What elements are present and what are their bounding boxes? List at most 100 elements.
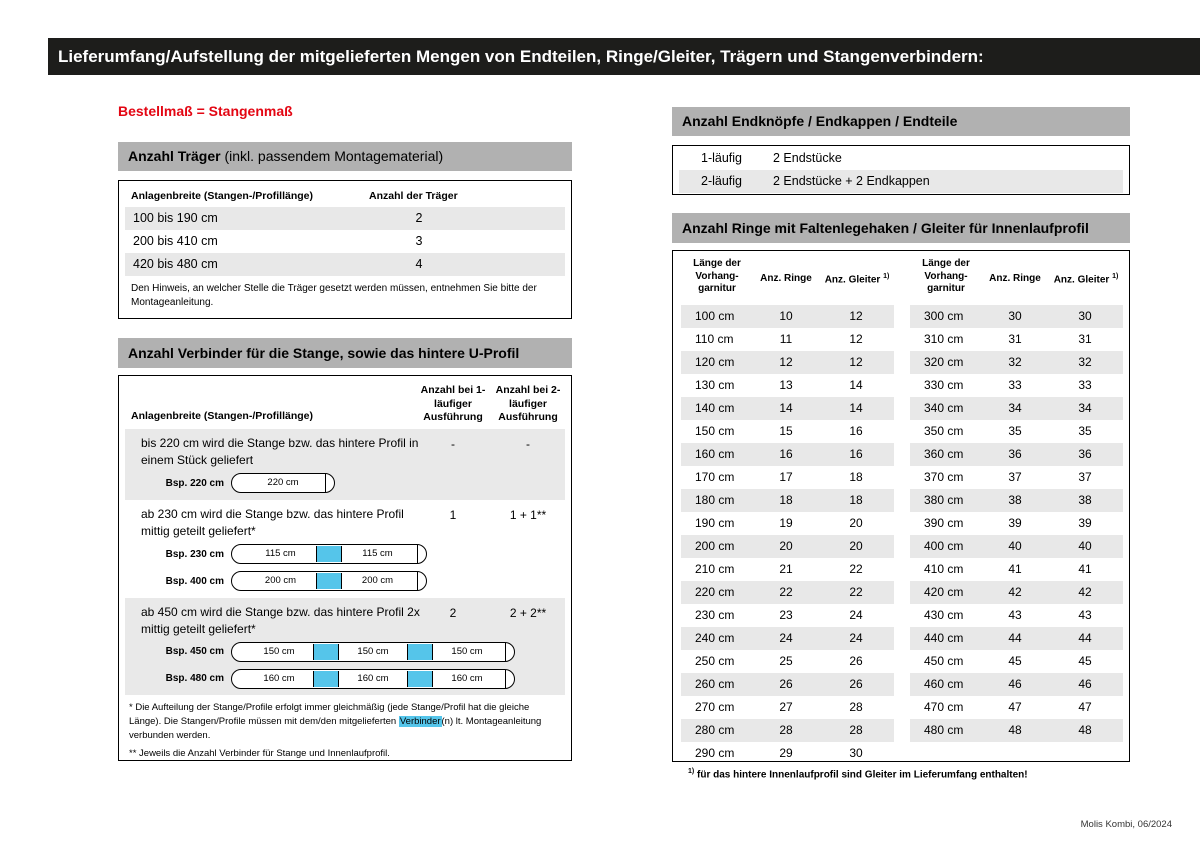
gliders-count-cell: 28 <box>849 700 863 714</box>
length-cell: 360 cm <box>924 447 964 461</box>
rings-count-cell: 18 <box>779 493 793 507</box>
length-cell: 310 cm <box>924 332 964 346</box>
gliders-count-cell: 38 <box>1078 493 1092 507</box>
length-cell: 150 cm <box>695 424 735 438</box>
traeger-row: 420 bis 480 cm 4 <box>125 253 565 276</box>
gliders-count-cell: 46 <box>1078 677 1092 691</box>
verbinder-section: ab 230 cm wird die Stange bzw. das hinte… <box>125 500 565 598</box>
gliders-count-cell: 14 <box>849 401 863 415</box>
ring-row: 190 cm 19 20 <box>681 512 894 535</box>
rings-count-cell: 28 <box>779 723 793 737</box>
footnote-marker: 1) <box>688 768 695 775</box>
length-cell: 380 cm <box>924 493 964 507</box>
rings-count-cell: 24 <box>779 631 793 645</box>
ring-row: 430 cm 43 43 <box>910 604 1123 627</box>
rod-connector <box>312 670 339 687</box>
rings-count-cell: 29 <box>779 746 793 760</box>
ring-row: 270 cm 27 28 <box>681 696 894 719</box>
verbinder-section-text: bis 220 cm wird die Stange bzw. das hint… <box>141 436 419 468</box>
ring-row: 360 cm 36 36 <box>910 443 1123 466</box>
rings-count-cell: 10 <box>779 309 793 323</box>
rod-example-label: Bsp. 400 cm <box>165 575 224 587</box>
ringe-table-header: Länge der Vorhang-garnitur Anz. Ringe An… <box>681 257 894 303</box>
ring-row: 210 cm 21 22 <box>681 558 894 581</box>
rod-segment-label: 200 cm <box>264 575 297 587</box>
rings-count-cell: 17 <box>779 470 793 484</box>
length-cell: 450 cm <box>924 654 964 668</box>
length-cell: 290 cm <box>695 746 735 760</box>
gliders-count-cell: 43 <box>1078 608 1092 622</box>
length-cell: 370 cm <box>924 470 964 484</box>
rings-count-cell: 32 <box>1008 355 1022 369</box>
gliders-count-cell: 41 <box>1078 562 1092 576</box>
gliders-count-cell: 22 <box>849 585 863 599</box>
endteile-value-cell: 2 Endstücke <box>773 151 842 165</box>
document-footer: Molis Kombi, 06/2024 <box>1080 819 1172 830</box>
ringe-table-right-rows: 300 cm 30 30 310 cm 31 31 320 cm 32 32 3… <box>910 305 1123 742</box>
length-cell: 110 cm <box>695 332 734 346</box>
rod-example-label: Bsp. 230 cm <box>165 548 224 560</box>
rod-connector <box>407 670 433 687</box>
column-header-2laeufig: Anzahl bei 2-läufiger Ausführung <box>495 384 561 424</box>
column-header-gliders: Anz. Gleiter 1) <box>1050 273 1122 285</box>
length-cell: 330 cm <box>924 378 964 392</box>
endteile-table-rows: 1-läufig 2 Endstücke 2-läufig 2 Endstück… <box>673 147 1129 193</box>
column-header-gliders-text: Anz. Gleiter <box>824 274 884 286</box>
ring-row: 220 cm 22 22 <box>681 581 894 604</box>
rod-endcap-mark <box>325 474 326 493</box>
rings-count-cell: 15 <box>779 424 793 438</box>
footnote-star: * Die Aufteilung der Stange/Profile erfo… <box>129 701 561 742</box>
rings-count-cell: 12 <box>779 355 793 369</box>
endteile-row: 1-läufig 2 Endstücke <box>679 147 1123 170</box>
value-2laeufig: - <box>526 437 530 451</box>
rings-count-cell: 38 <box>1008 493 1022 507</box>
rod-segment-label: 150 cm <box>357 645 389 657</box>
gliders-count-cell: 37 <box>1078 470 1092 484</box>
length-cell: 200 cm <box>695 539 735 553</box>
rod-segment-label: 160 cm <box>357 672 389 684</box>
footnote-doublestar: ** Jeweils die Anzahl Verbinder für Stan… <box>129 747 390 759</box>
rings-count-cell: 43 <box>1008 608 1022 622</box>
gliders-count-cell: 45 <box>1078 654 1092 668</box>
length-cell: 480 cm <box>924 723 964 737</box>
column-header-1laeufig: Anzahl bei 1-läufiger Ausführung <box>420 384 486 424</box>
column-header-rings: Anz. Ringe <box>989 273 1041 284</box>
rod-example: Bsp. 400 cm 200 cm 200 cm <box>141 568 565 595</box>
length-cell: 180 cm <box>695 493 735 507</box>
length-cell: 100 cm <box>695 309 735 323</box>
length-cell: 300 cm <box>924 309 964 323</box>
ring-row: 300 cm 30 30 <box>910 305 1123 328</box>
gliders-count-cell: 40 <box>1078 539 1092 553</box>
ring-row: 130 cm 13 14 <box>681 374 894 397</box>
ring-row: 370 cm 37 37 <box>910 466 1123 489</box>
ring-row: 450 cm 45 45 <box>910 650 1123 673</box>
ring-row: 390 cm 39 39 <box>910 512 1123 535</box>
rings-count-cell: 36 <box>1008 447 1022 461</box>
rod-connector <box>316 546 342 563</box>
rings-count-cell: 33 <box>1008 378 1022 392</box>
ring-row: 250 cm 25 26 <box>681 650 894 673</box>
length-cell: 170 cm <box>695 470 735 484</box>
column-header-rings: Anz. Ringe <box>760 273 812 284</box>
length-cell: 270 cm <box>695 700 735 714</box>
rod-segment-label: 115 cm <box>265 548 296 560</box>
length-cell: 400 cm <box>924 539 964 553</box>
ring-row: 350 cm 35 35 <box>910 420 1123 443</box>
gliders-count-cell: 31 <box>1078 332 1092 346</box>
ring-row: 280 cm 28 28 <box>681 719 894 742</box>
length-cell: 250 cm <box>695 654 735 668</box>
gliders-footnote-text: für das hintere Innenlaufprofil sind Gle… <box>694 769 1028 781</box>
rod-example-label: Bsp. 480 cm <box>165 673 224 685</box>
rings-count-cell: 16 <box>779 447 793 461</box>
rings-count-cell: 34 <box>1008 401 1022 415</box>
length-cell: 260 cm <box>695 677 735 691</box>
endteile-table: 1-läufig 2 Endstücke 2-läufig 2 Endstück… <box>672 145 1130 195</box>
gliders-count-cell: 12 <box>849 332 863 346</box>
section-header-traeger: Anzahl Träger (inkl. passendem Montagema… <box>118 142 572 171</box>
value-2laeufig: 2 + 2** <box>509 605 547 620</box>
gliders-count-cell: 32 <box>1078 355 1092 369</box>
ring-row: 420 cm 42 42 <box>910 581 1123 604</box>
ring-row: 460 cm 46 46 <box>910 673 1123 696</box>
gliders-count-cell: 12 <box>849 309 863 323</box>
rod-segment-label: 160 cm <box>451 672 483 684</box>
